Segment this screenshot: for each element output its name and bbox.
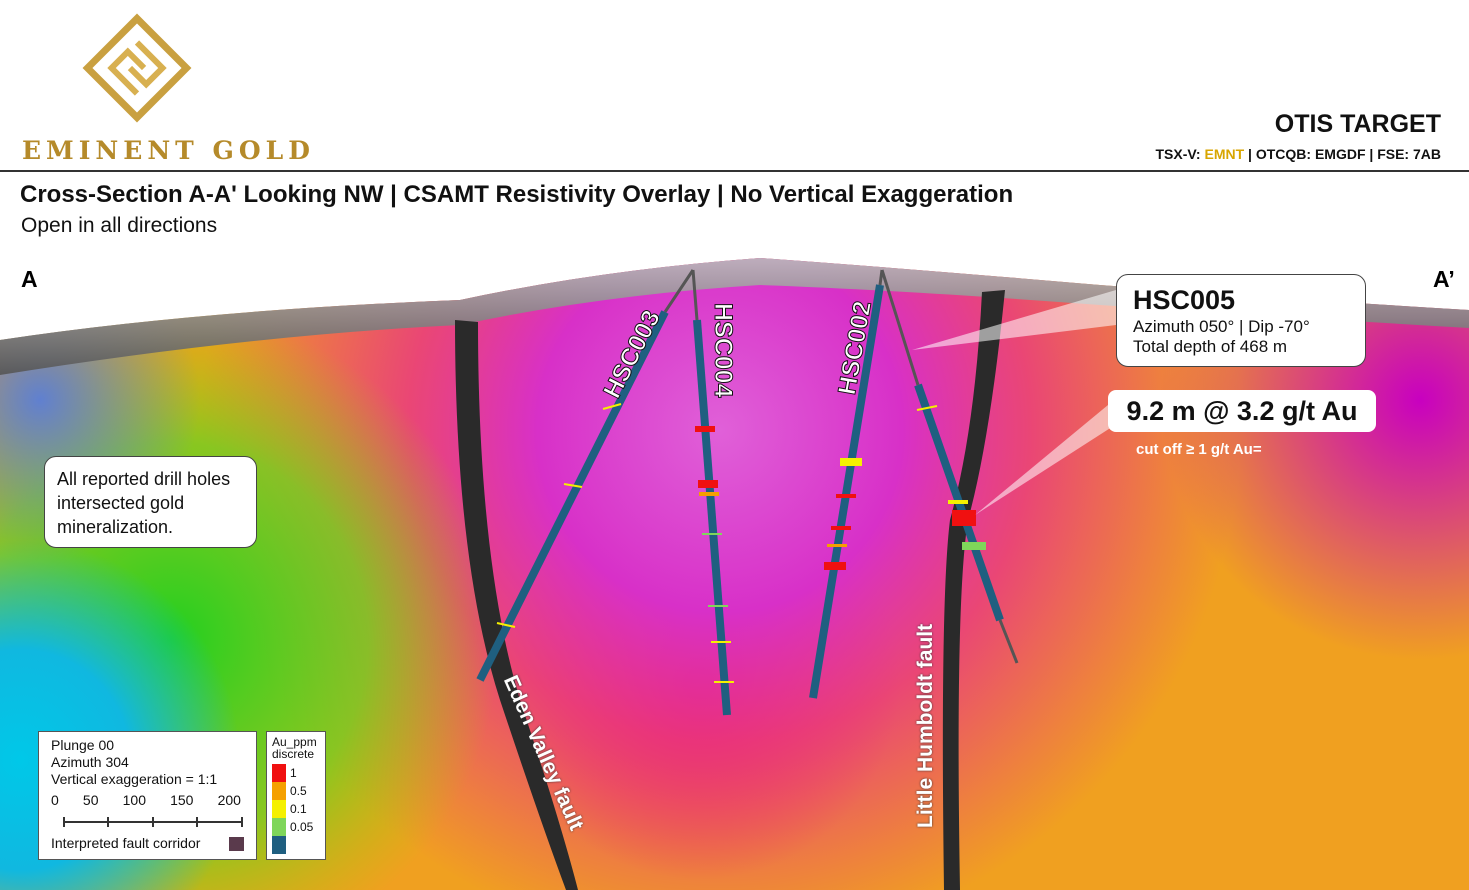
legend-vertical-exaggeration: Vertical exaggeration = 1:1 <box>51 771 218 787</box>
scale-tick-label: 50 <box>82 792 99 808</box>
hsc005-callout-pointer <box>912 290 1116 350</box>
topography-surface <box>0 258 1469 375</box>
callout-orientation: Azimuth 050° | Dip -70° <box>1133 317 1310 336</box>
ticker-rest: | OTCQB: EMGDF | FSE: 7AB <box>1244 146 1441 162</box>
au-legend-swatch <box>272 782 286 800</box>
cutoff-note: cut off ≥ 1 g/t Au= <box>1136 441 1262 458</box>
callout-depth: Total depth of 468 m <box>1133 337 1288 356</box>
hole-label-hsc004: HSC004 <box>709 303 738 399</box>
drill-hole-hsc002 <box>809 269 884 699</box>
target-title: OTIS TARGET <box>1274 110 1441 138</box>
au-legend-class <box>272 836 320 854</box>
au-legend-title: Au_ppm <box>272 735 317 749</box>
eden-valley-fault-corridor <box>455 320 578 890</box>
au-legend-class: 1 <box>272 764 320 782</box>
grade-callout: 9.2 m @ 3.2 g/t Au <box>1108 390 1376 432</box>
stock-tickers: TSX-V: EMNT | OTCQB: EMGDF | FSE: 7AB <box>1155 146 1441 162</box>
scale-tick-label: 100 <box>122 792 146 808</box>
section-end-a: A <box>21 266 38 292</box>
drill-note: All reported drill holes intersected gol… <box>44 456 257 548</box>
fault-corridor-label: Interpreted fault corridor <box>51 835 201 851</box>
callout-hole-id: HSC005 <box>1133 285 1236 315</box>
au-legend-class: 0.5 <box>272 782 320 800</box>
drill-hole-hsc004 <box>691 269 734 716</box>
map-legend: Plunge 00 Azimuth 304 Vertical exaggerat… <box>38 731 257 860</box>
scale-tick-label: 0 <box>51 792 59 808</box>
legend-fault-corridor: Interpreted fault corridor <box>51 835 244 852</box>
au-legend-label: 0.5 <box>290 784 307 798</box>
section-end-a-prime: A’ <box>1433 266 1455 292</box>
grade-callout-pointer <box>975 405 1115 515</box>
au-ppm-legend: Au_ppm discrete 1 0.5 0.1 0.05 <box>266 731 326 860</box>
drill-hole-hsc005 <box>880 269 1019 664</box>
legend-azimuth: Azimuth 304 <box>51 754 129 770</box>
ticker-prefix: TSX-V: <box>1155 146 1205 162</box>
scale-bar-labels: 0 50 100 150 200 <box>51 792 241 809</box>
au-legend-swatch <box>272 836 286 854</box>
au-legend-label: 0.1 <box>290 802 307 816</box>
fault-label-little-humboldt: Little Humboldt fault <box>914 623 937 828</box>
au-legend-subtitle: discrete <box>272 747 315 761</box>
au-legend-swatch <box>272 800 286 818</box>
scale-bar <box>63 817 243 827</box>
header-divider <box>0 170 1469 172</box>
au-legend-class: 0.05 <box>272 818 320 836</box>
eminent-gold-logo-mark <box>82 13 192 123</box>
hsc005-callout: HSC005 Azimuth 050° | Dip -70° Total dep… <box>1116 274 1366 367</box>
au-legend-swatch <box>272 818 286 836</box>
au-legend-class: 0.1 <box>272 800 320 818</box>
au-legend-swatch <box>272 764 286 782</box>
ticker-symbol: EMNT <box>1204 146 1245 162</box>
au-legend-label: 1 <box>290 766 297 780</box>
legend-plunge: Plunge 00 <box>51 737 115 753</box>
page-subtitle: Open in all directions <box>21 214 218 237</box>
drill-hole-hsc003 <box>476 269 695 682</box>
scale-tick-label: 200 <box>217 792 241 808</box>
fault-corridor-swatch <box>229 836 244 851</box>
au-legend-label: 0.05 <box>290 820 314 834</box>
little-humboldt-fault-corridor <box>942 290 1005 890</box>
company-logo-text: EMINENT GOLD <box>22 136 315 165</box>
page-title: Cross-Section A-A' Looking NW | CSAMT Re… <box>20 181 1014 208</box>
scale-tick-label: 150 <box>170 792 194 808</box>
